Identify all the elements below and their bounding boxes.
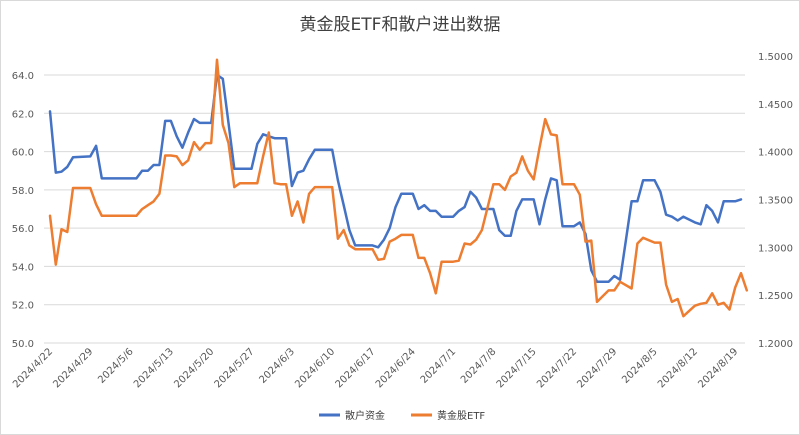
x-tick-label: 2024/8/5 bbox=[620, 346, 660, 386]
x-tick-label: 2024/7/15 bbox=[495, 346, 539, 390]
x-tick-label: 2024/4/22 bbox=[11, 346, 55, 390]
left-tick-label: 56.0 bbox=[12, 224, 34, 235]
left-tick-label: 60.0 bbox=[12, 148, 34, 159]
x-tick-label: 2024/6/3 bbox=[257, 346, 297, 386]
legend: 散户资金 黄金股ETF bbox=[319, 409, 485, 422]
left-tick-label: 58.0 bbox=[12, 186, 34, 197]
right-tick-label: 1.4000 bbox=[758, 148, 793, 159]
left-tick-label: 54.0 bbox=[12, 262, 34, 273]
left-tick-label: 64.0 bbox=[12, 71, 34, 82]
right-tick-label: 1.3000 bbox=[758, 243, 793, 254]
x-tick-label: 2024/6/24 bbox=[374, 346, 418, 390]
x-tick-label: 2024/6/17 bbox=[334, 346, 378, 390]
right-tick-label: 1.3500 bbox=[758, 196, 793, 207]
series-line-retail bbox=[48, 73, 743, 283]
right-axis-ticks: 1.2000 1.2500 1.3000 1.3500 1.4000 1.4500 1.50… bbox=[758, 52, 793, 350]
x-tick-label: 2024/7/8 bbox=[459, 346, 499, 386]
right-tick-label: 1.4500 bbox=[758, 100, 793, 111]
chart-title: 黄金股ETF和散户进出数据 bbox=[300, 15, 501, 35]
x-tick-label: 2024/5/6 bbox=[96, 346, 136, 386]
right-tick-label: 1.2500 bbox=[758, 291, 793, 302]
left-tick-label: 62.0 bbox=[12, 109, 34, 120]
x-tick-label: 2024/7/22 bbox=[535, 346, 579, 390]
x-tick-label: 2024/7/29 bbox=[575, 346, 619, 390]
x-tick-label: 2024/5/20 bbox=[172, 346, 216, 390]
x-tick-label: 2024/5/27 bbox=[213, 346, 257, 390]
left-axis-ticks: 50.0 52.0 54.0 56.0 58.0 60.0 62.0 64.0 bbox=[12, 71, 34, 350]
series-line-gold-etf bbox=[48, 58, 749, 318]
legend-label-retail: 散户资金 bbox=[345, 409, 385, 422]
x-tick-label: 2024/6/10 bbox=[293, 346, 337, 390]
legend-label-gold-etf: 黄金股ETF bbox=[437, 409, 485, 422]
x-tick-label: 2024/8/19 bbox=[696, 346, 740, 390]
x-tick-label: 2024/5/13 bbox=[132, 346, 176, 390]
right-tick-label: 1.5000 bbox=[758, 52, 793, 63]
x-tick-label: 2024/8/12 bbox=[656, 346, 700, 390]
series-lines bbox=[48, 58, 749, 318]
left-tick-label: 52.0 bbox=[12, 301, 34, 312]
right-tick-label: 1.2000 bbox=[758, 339, 793, 350]
x-tick-label: 2024/7/1 bbox=[419, 346, 459, 386]
x-tick-label: 2024/4/29 bbox=[51, 346, 95, 390]
left-tick-label: 50.0 bbox=[12, 339, 34, 350]
